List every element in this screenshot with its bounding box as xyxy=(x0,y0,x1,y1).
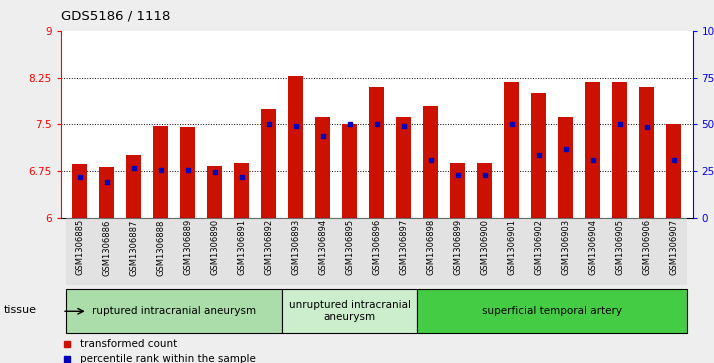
Bar xyxy=(315,117,330,218)
Bar xyxy=(282,218,309,285)
Bar xyxy=(477,163,492,218)
Text: unruptured intracranial
aneurysm: unruptured intracranial aneurysm xyxy=(288,301,411,322)
Bar xyxy=(228,218,255,285)
Bar xyxy=(66,218,93,285)
Bar xyxy=(423,106,438,218)
Text: GSM1306894: GSM1306894 xyxy=(318,219,327,275)
Text: GSM1306903: GSM1306903 xyxy=(561,219,570,275)
Bar xyxy=(154,126,168,218)
Text: ruptured intracranial aneurysm: ruptured intracranial aneurysm xyxy=(92,306,256,316)
Text: GSM1306897: GSM1306897 xyxy=(399,219,408,276)
Bar xyxy=(579,218,606,285)
Bar xyxy=(174,218,201,285)
Text: GSM1306901: GSM1306901 xyxy=(507,219,516,275)
Bar xyxy=(363,218,390,285)
Bar xyxy=(660,218,687,285)
Text: GSM1306904: GSM1306904 xyxy=(588,219,597,275)
Bar xyxy=(234,163,249,218)
Bar xyxy=(504,82,519,218)
Bar xyxy=(72,164,87,218)
Bar xyxy=(552,218,579,285)
Text: GSM1306906: GSM1306906 xyxy=(642,219,651,275)
Bar xyxy=(417,289,687,333)
Bar xyxy=(66,289,282,333)
Bar xyxy=(451,163,465,218)
Bar xyxy=(526,218,552,285)
Bar xyxy=(558,117,573,218)
Bar xyxy=(120,218,147,285)
Text: GSM1306907: GSM1306907 xyxy=(669,219,678,275)
Bar xyxy=(639,87,654,218)
Bar xyxy=(612,82,627,218)
Text: GSM1306895: GSM1306895 xyxy=(345,219,354,275)
Text: tissue: tissue xyxy=(4,305,36,315)
Text: GSM1306905: GSM1306905 xyxy=(615,219,624,275)
Text: GSM1306887: GSM1306887 xyxy=(129,219,138,276)
Text: GSM1306885: GSM1306885 xyxy=(75,219,84,276)
Bar xyxy=(126,155,141,218)
Bar xyxy=(147,218,174,285)
Bar xyxy=(336,218,363,285)
Bar xyxy=(180,127,195,218)
Text: GSM1306889: GSM1306889 xyxy=(183,219,192,276)
Bar xyxy=(288,76,303,218)
Text: GDS5186 / 1118: GDS5186 / 1118 xyxy=(61,9,170,22)
Text: GSM1306898: GSM1306898 xyxy=(426,219,435,276)
Text: GSM1306902: GSM1306902 xyxy=(534,219,543,275)
Text: GSM1306896: GSM1306896 xyxy=(372,219,381,276)
Bar xyxy=(444,218,471,285)
Text: GSM1306900: GSM1306900 xyxy=(480,219,489,275)
Bar xyxy=(666,124,681,218)
Text: GSM1306899: GSM1306899 xyxy=(453,219,462,275)
Bar xyxy=(342,124,357,218)
Bar xyxy=(99,167,114,218)
Bar xyxy=(201,218,228,285)
Bar xyxy=(369,87,384,218)
Bar xyxy=(396,117,411,218)
Bar xyxy=(282,289,417,333)
Bar xyxy=(207,166,222,218)
Text: transformed count: transformed count xyxy=(79,339,177,349)
Bar xyxy=(585,82,600,218)
Bar xyxy=(390,218,417,285)
Bar xyxy=(633,218,660,285)
Bar xyxy=(261,109,276,218)
Text: GSM1306892: GSM1306892 xyxy=(264,219,273,275)
Bar xyxy=(471,218,498,285)
Bar xyxy=(309,218,336,285)
Text: GSM1306891: GSM1306891 xyxy=(237,219,246,275)
Text: GSM1306888: GSM1306888 xyxy=(156,219,165,276)
Text: percentile rank within the sample: percentile rank within the sample xyxy=(79,354,256,363)
Text: GSM1306893: GSM1306893 xyxy=(291,219,300,276)
Bar xyxy=(531,93,546,218)
Text: superficial temporal artery: superficial temporal artery xyxy=(482,306,622,316)
Bar xyxy=(606,218,633,285)
Bar xyxy=(498,218,526,285)
Bar xyxy=(93,218,120,285)
Bar xyxy=(417,218,444,285)
Text: GSM1306886: GSM1306886 xyxy=(102,219,111,276)
Text: GSM1306890: GSM1306890 xyxy=(210,219,219,275)
Bar xyxy=(255,218,282,285)
